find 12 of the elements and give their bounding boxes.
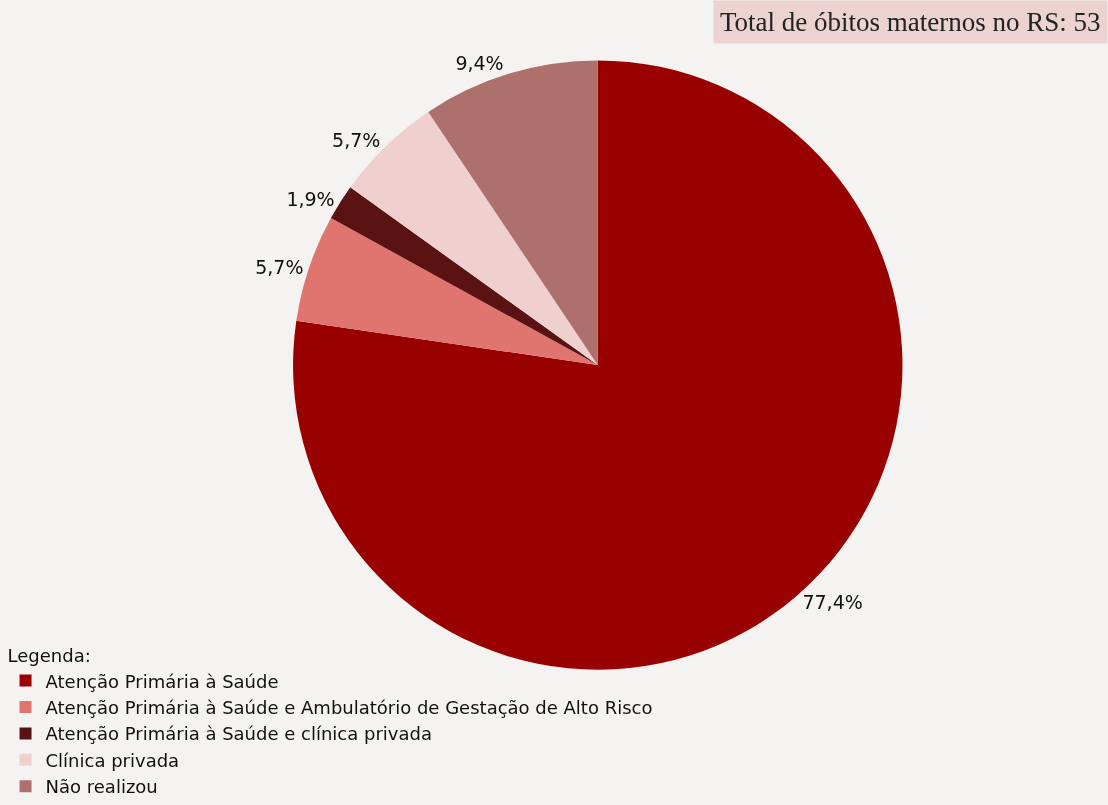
data-label: 5,7% xyxy=(255,255,304,278)
legend-label: Atenção Primária à Saúde e clínica privada xyxy=(45,723,432,745)
chart-title: Total de óbitos maternos no RS: 53 xyxy=(720,7,1101,37)
legend-label: Atenção Primária à Saúde xyxy=(45,670,279,692)
data-label: 5,7% xyxy=(332,129,381,152)
data-label: 9,4% xyxy=(455,52,504,75)
legend-title: Legenda: xyxy=(7,645,91,667)
data-label: 77,4% xyxy=(802,590,863,613)
legend-label: Clínica privada xyxy=(45,749,180,771)
legend-label: Atenção Primária à Saúde e Ambulatório de Gestação de Alto Risco xyxy=(45,697,653,719)
data-label: 1,9% xyxy=(286,188,335,211)
legend-label: Não realizou xyxy=(45,776,158,798)
